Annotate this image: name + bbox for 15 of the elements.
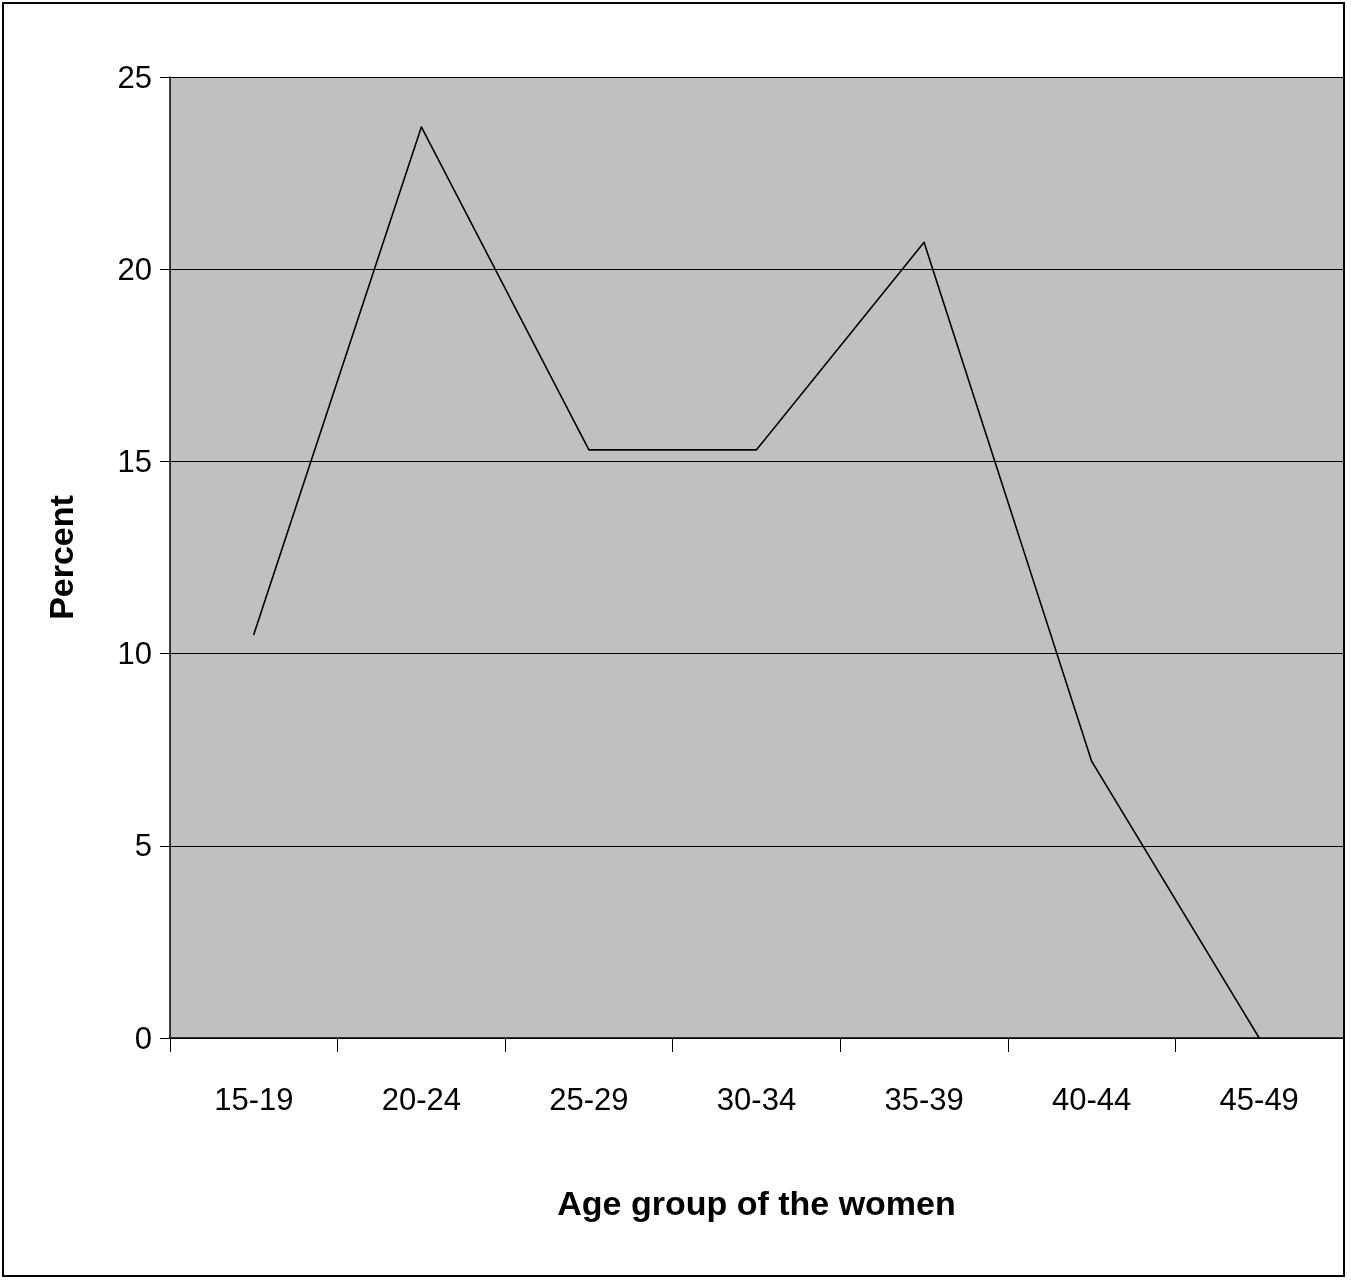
y-tick-label: 0 xyxy=(134,1020,152,1056)
y-axis-title: Percent xyxy=(42,495,80,620)
y-tick-label: 10 xyxy=(117,636,152,672)
x-tick-label: 25-29 xyxy=(549,1082,629,1117)
y-tick-label: 20 xyxy=(117,251,152,287)
x-tick-label: 45-49 xyxy=(1219,1082,1299,1117)
y-tick-label: 5 xyxy=(134,828,152,864)
x-tick-label: 35-39 xyxy=(884,1082,964,1117)
x-tick-label: 30-34 xyxy=(716,1082,797,1117)
x-tick-label: 20-24 xyxy=(381,1082,462,1117)
x-tick-label: 40-44 xyxy=(1051,1082,1132,1117)
y-tick-label: 25 xyxy=(117,59,152,95)
x-tick-label: 15-19 xyxy=(214,1082,294,1117)
x-axis-title: Age group of the women xyxy=(557,1184,956,1222)
y-tick-label: 15 xyxy=(117,443,152,479)
